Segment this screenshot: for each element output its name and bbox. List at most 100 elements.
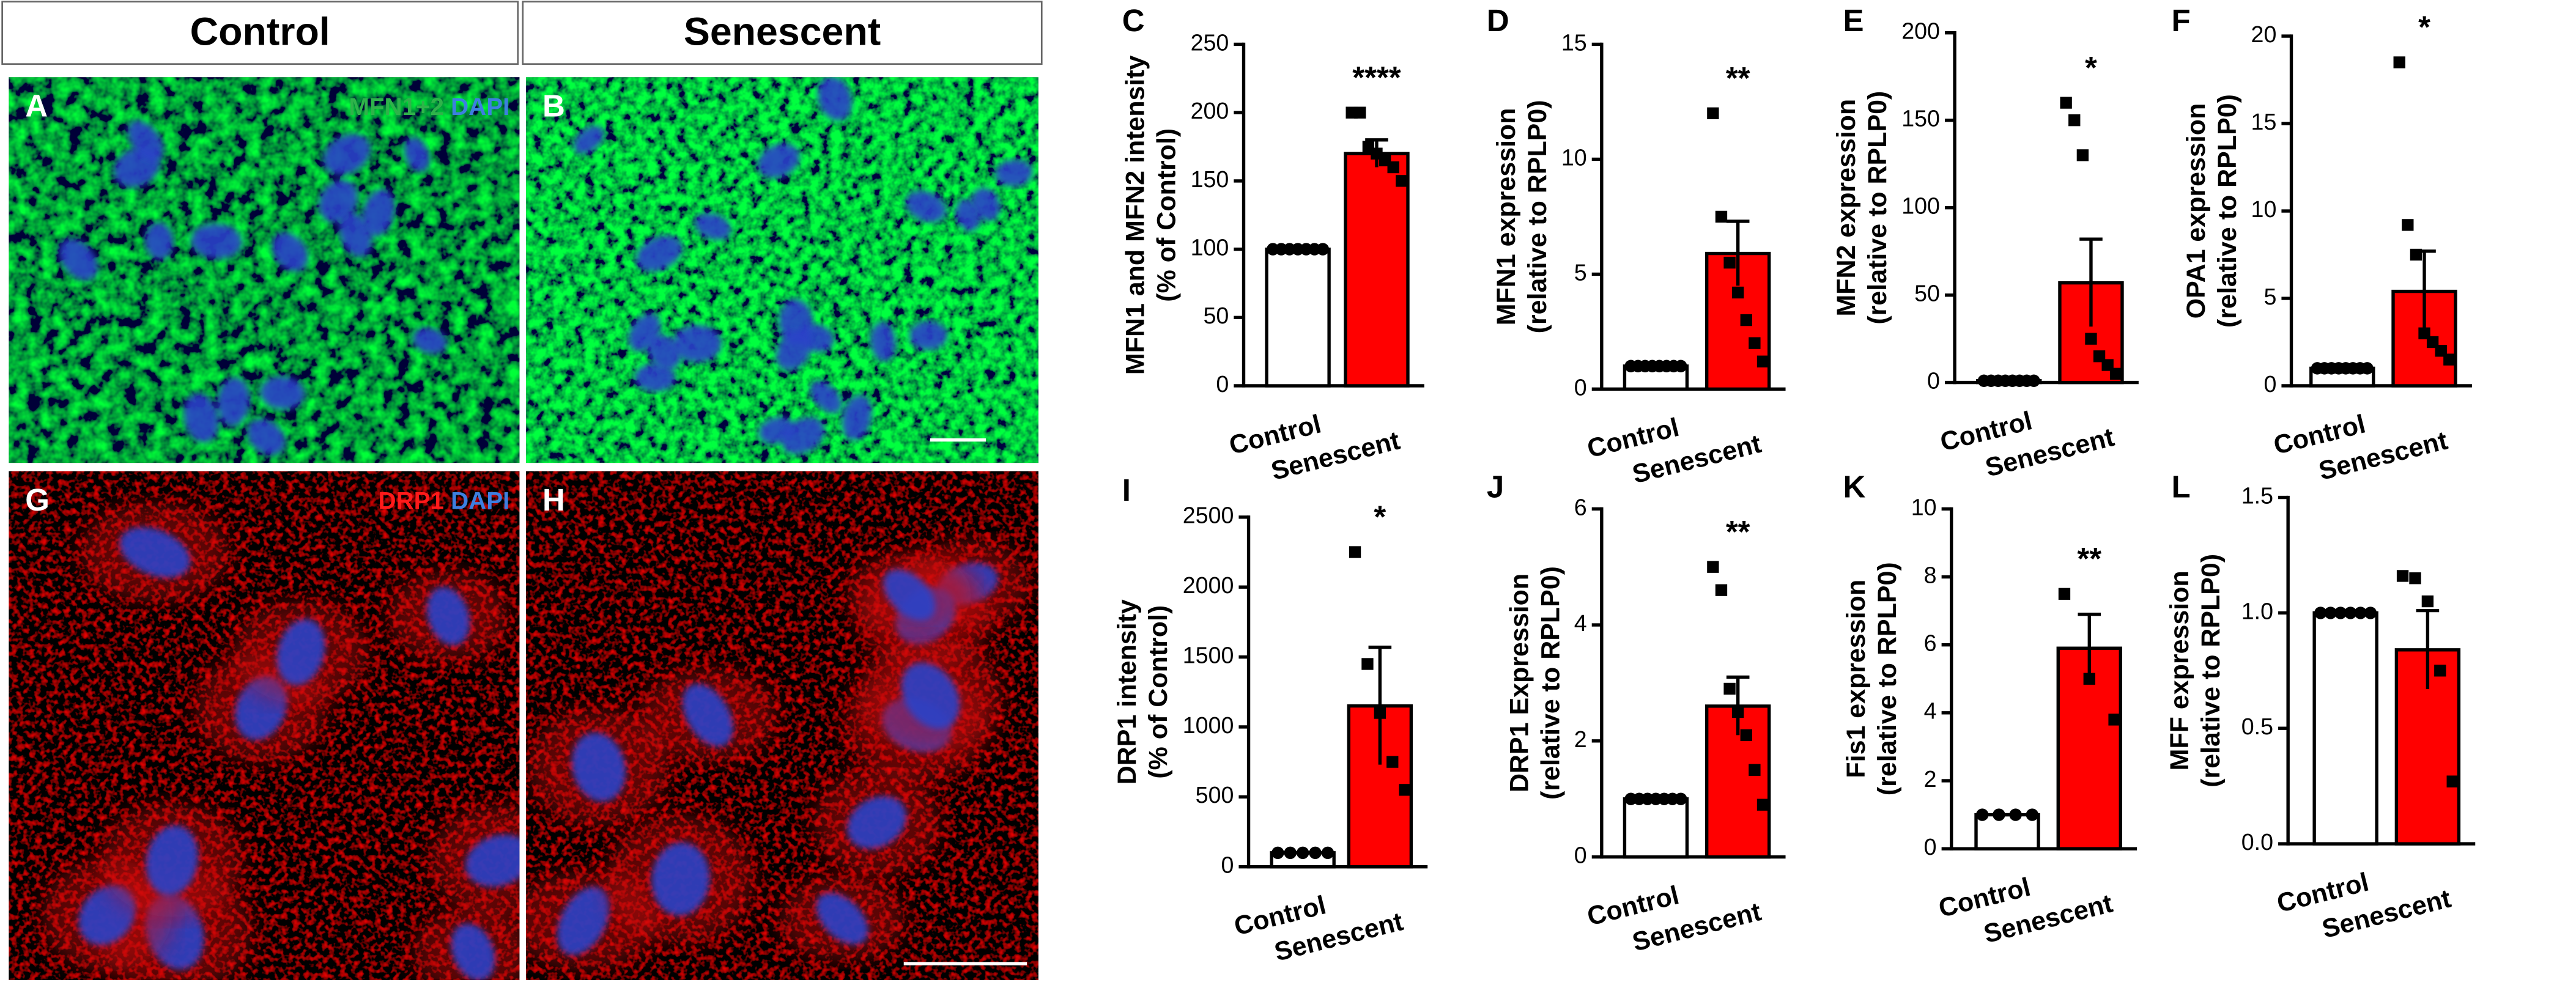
nucleus <box>901 662 960 729</box>
y-axis-label: MFF expression <box>2165 570 2194 770</box>
panel-letter: I <box>1122 473 1131 507</box>
data-point <box>1321 846 1334 860</box>
y-tick-label: 2 <box>1924 766 1937 792</box>
significance: ** <box>1726 514 1750 549</box>
y-tick-label: 1000 <box>1183 712 1234 738</box>
micrograph <box>9 77 520 463</box>
column-header: Control <box>190 9 330 53</box>
data-point <box>2344 607 2357 619</box>
panel-letter: C <box>1122 3 1145 38</box>
y-tick-label: 10 <box>1911 494 1937 520</box>
y-tick-label: 100 <box>1901 193 1940 219</box>
data-point <box>2410 248 2422 261</box>
y-tick-label: 2 <box>1574 726 1587 752</box>
y-tick-label: 4 <box>1574 610 1587 636</box>
nucleus <box>635 235 683 271</box>
data-point <box>1271 846 1284 860</box>
panel-letter: F <box>2172 3 2191 38</box>
y-axis-label: (% of Control) <box>1144 605 1173 779</box>
data-point <box>1723 256 1736 269</box>
y-tick-label: 50 <box>1914 281 1940 306</box>
data-point <box>1399 784 1411 796</box>
y-axis-label: (relative to RPLP0) <box>1536 566 1566 800</box>
nucleus <box>909 320 948 350</box>
y-tick-label: 8 <box>1924 562 1937 588</box>
y-tick-label: 10 <box>1561 144 1587 170</box>
nucleus <box>816 893 868 945</box>
y-tick-label: 50 <box>1204 303 1229 328</box>
nucleus <box>906 190 947 223</box>
data-point <box>1715 584 1728 596</box>
micrograph <box>526 77 1038 463</box>
y-tick-label: 0 <box>2263 371 2276 397</box>
data-point <box>1387 161 1399 174</box>
data-point <box>2009 808 2022 821</box>
y-tick-label: 1.0 <box>2241 598 2273 624</box>
significance: **** <box>1352 60 1401 95</box>
data-point <box>2409 572 2421 585</box>
nucleus <box>127 120 164 161</box>
nucleus <box>247 418 286 456</box>
y-axis-label: (relative to RPLP0) <box>1873 562 1902 795</box>
nucleus <box>260 376 305 410</box>
nucleus <box>78 885 136 945</box>
data-point <box>2446 775 2459 788</box>
y-tick-label: 200 <box>1191 98 1229 124</box>
significance: ** <box>1726 61 1750 95</box>
panel-letter: K <box>1843 470 1866 504</box>
data-point <box>1756 799 1769 811</box>
y-tick-label: 6 <box>1574 494 1587 520</box>
y-tick-label: 0 <box>1221 852 1234 878</box>
nucleus <box>695 213 731 240</box>
y-tick-label: 0 <box>1574 374 1587 400</box>
y-tick-label: 15 <box>2251 109 2277 135</box>
data-point <box>1732 286 1744 299</box>
y-tick-label: 0.5 <box>2241 714 2273 739</box>
data-point <box>1349 546 1361 558</box>
data-point <box>2324 607 2337 619</box>
significance: ** <box>2077 541 2101 576</box>
data-point <box>1740 729 1752 742</box>
data-point <box>1309 846 1322 860</box>
y-axis-label: (relative to RPLP0) <box>2213 94 2242 328</box>
nucleus <box>995 159 1033 187</box>
data-point <box>1723 682 1736 695</box>
y-axis-label: (relative to RPLP0) <box>1863 91 1892 325</box>
data-point <box>1284 846 1297 860</box>
y-tick-label: 10 <box>2251 196 2277 222</box>
data-point <box>2076 149 2089 161</box>
y-tick-label: 100 <box>1191 235 1229 260</box>
data-point <box>2361 362 2374 375</box>
data-point <box>2108 714 2120 726</box>
data-point <box>2334 607 2347 619</box>
y-axis-label: DRP1 intensity <box>1112 599 1142 784</box>
data-point <box>1354 106 1366 119</box>
nucleus <box>817 77 853 121</box>
nucleus <box>119 527 191 578</box>
y-tick-label: 150 <box>1901 106 1940 131</box>
panel-label: G <box>25 482 50 517</box>
micrograph <box>9 471 520 980</box>
image-texture <box>526 77 1038 463</box>
nucleus <box>847 795 907 849</box>
data-point <box>1740 314 1752 326</box>
nucleus <box>426 586 470 646</box>
data-point <box>2027 374 2040 387</box>
y-axis-label: (relative to RPLP0) <box>2196 554 2226 788</box>
data-point <box>2083 673 2095 685</box>
data-point <box>1296 846 1309 860</box>
header-box <box>522 1 1043 65</box>
y-tick-label: 20 <box>2251 21 2277 47</box>
data-point <box>1715 210 1728 223</box>
y-tick-label: 0 <box>1574 843 1587 868</box>
nucleus <box>971 187 1001 221</box>
nucleus <box>634 363 676 392</box>
data-point <box>1749 764 1761 776</box>
data-point <box>1361 658 1374 670</box>
nucleus <box>682 684 733 747</box>
data-point <box>1396 175 1408 187</box>
data-point <box>1749 337 1761 349</box>
y-tick-label: 0 <box>1216 371 1229 397</box>
column-header: Senescent <box>684 9 881 53</box>
